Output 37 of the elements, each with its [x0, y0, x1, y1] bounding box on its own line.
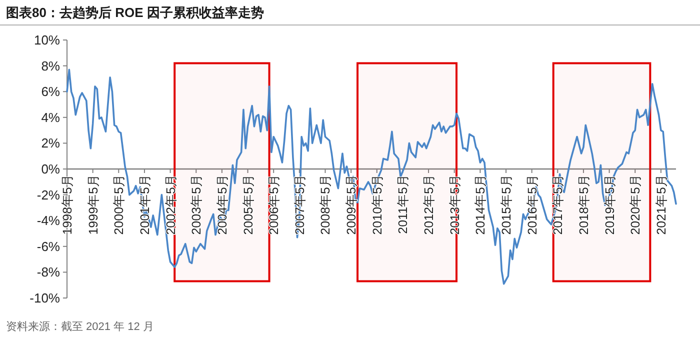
x-tick-label: 2017年5月: [551, 174, 566, 235]
x-tick-label: 2013年5月: [448, 174, 462, 235]
text: 资料来源：截至 2021 年 12 月: [6, 320, 154, 333]
x-tick-label: 2016年5月: [525, 174, 540, 235]
x-tick-label: 2019年5月: [602, 174, 617, 235]
y-tick-label: -4%: [36, 213, 60, 228]
y-tick-label: -8%: [36, 264, 60, 280]
y-tick-label: 0%: [41, 162, 60, 176]
chart-title: 图表80：去趋势后 ROE 因子累积收益率走势: [6, 5, 264, 20]
x-tick-label: 2020年5月: [628, 174, 643, 235]
y-tick-label: -2%: [36, 187, 60, 202]
y-tick-label: 4%: [41, 110, 60, 125]
x-tick-label: 2000年5月: [112, 174, 126, 235]
x-tick-label: 2007年5月: [292, 174, 307, 235]
y-tick-label: 10%: [34, 32, 60, 48]
x-tick-label: 2015年5月: [499, 174, 514, 235]
x-tick-label: 2014年5月: [474, 174, 488, 235]
x-tick-label: 2002年5月: [164, 174, 178, 235]
x-tick-label: 1998年5月: [60, 174, 74, 235]
x-tick-label: 2011年5月: [396, 174, 410, 234]
y-tick-label: 2%: [41, 136, 60, 151]
x-tick-label: 1999年5月: [86, 174, 100, 235]
x-tick-label: 2001年5月: [138, 174, 152, 235]
x-tick-label: 2018年5月: [576, 174, 591, 235]
y-tick-label: 6%: [41, 84, 60, 100]
x-tick-label: 2005年5月: [241, 174, 256, 235]
y-tick-label: -6%: [36, 238, 60, 254]
x-tick-label: 2012年5月: [422, 174, 436, 235]
x-tick-label: 2008年5月: [318, 174, 333, 235]
x-tick-label: 2004年5月: [215, 174, 230, 235]
x-tick-label: 2003年5月: [190, 174, 204, 235]
x-tick-label: 2009年5月: [344, 174, 359, 235]
x-tick-label: 2006年5月: [267, 174, 282, 235]
x-tick-label: 2021年5月: [654, 174, 668, 235]
y-tick-label: -10%: [30, 290, 60, 306]
y-tick-label: 8%: [41, 58, 60, 74]
x-tick-label: 2010年5月: [370, 174, 384, 235]
